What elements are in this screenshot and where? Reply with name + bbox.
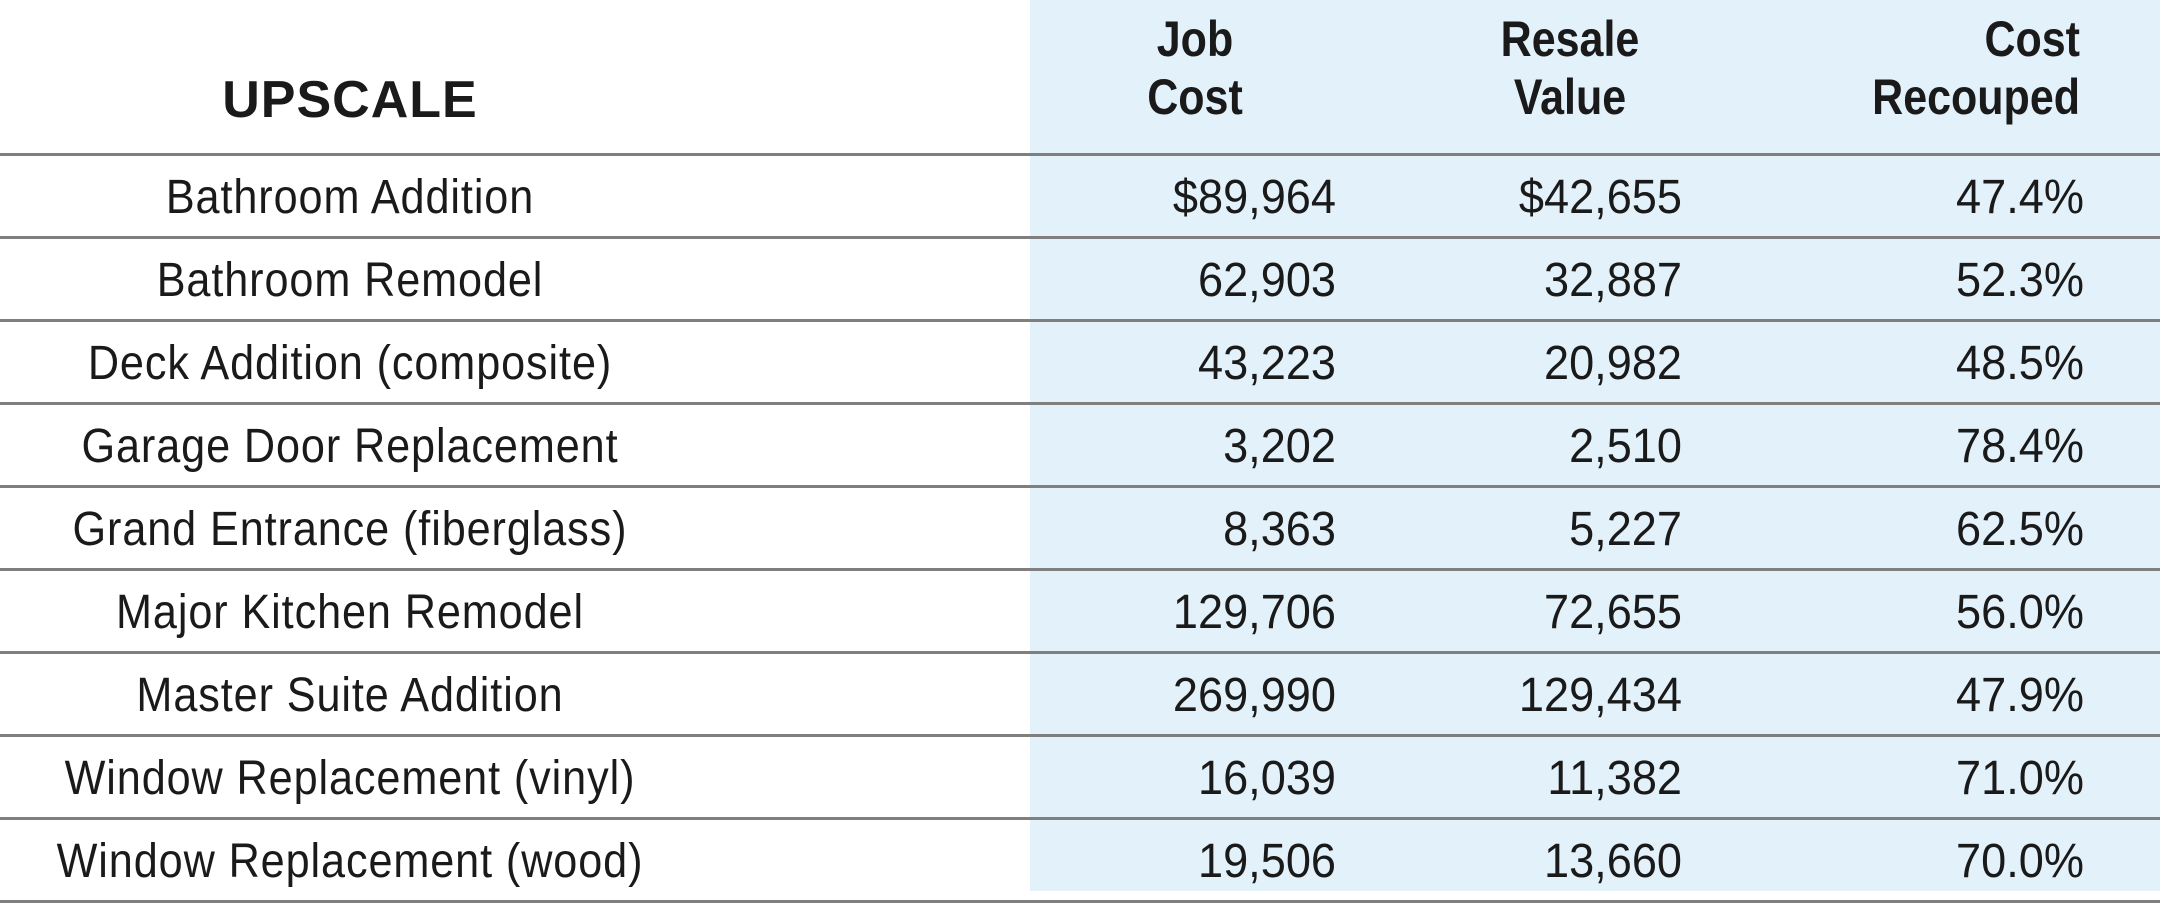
resale-value-cell: 5,227 (1569, 503, 1682, 556)
column-header-line: Cost (1984, 11, 2080, 67)
table-body: Bathroom Addition $89,964 $42,655 47.4% … (0, 153, 2160, 903)
job-cost-cell: 269,990 (1172, 669, 1336, 722)
job-cost-cell: 129,706 (1172, 586, 1336, 639)
table-row: Deck Addition (composite) 43,223 20,982 … (0, 319, 2160, 402)
resale-value-cell: 129,434 (1518, 669, 1682, 722)
cost-recouped-cell: 48.5% (1956, 337, 2084, 390)
cost-recouped-cell: 62.5% (1956, 503, 2084, 556)
job-cost-cell: 3,202 (1223, 420, 1336, 473)
project-name-cell: Grand Entrance (fiberglass) (72, 503, 628, 556)
job-cost-cell: 19,506 (1197, 835, 1336, 888)
job-cost-cell: 16,039 (1197, 752, 1336, 805)
column-header-line: Resale (1500, 11, 1640, 67)
table-row: Window Replacement (wood) 19,506 13,660 … (0, 817, 2160, 903)
cost-recouped-cell: 47.9% (1956, 669, 2084, 722)
cost-recouped-cell: 78.4% (1956, 420, 2084, 473)
project-name-cell: Deck Addition (composite) (87, 337, 613, 390)
resale-value-cell: 2,510 (1569, 420, 1682, 473)
project-name-cell: Window Replacement (vinyl) (64, 752, 636, 805)
table-row: Bathroom Addition $89,964 $42,655 47.4% (0, 153, 2160, 236)
table-header: UPSCALE Job Cost Resale Value Cost Recou… (0, 0, 2160, 155)
project-name-cell: Bathroom Addition (165, 171, 535, 224)
category-heading: UPSCALE (222, 71, 478, 129)
resale-value-cell: 13,660 (1543, 835, 1682, 888)
table-row: Bathroom Remodel 62,903 32,887 52.3% (0, 236, 2160, 319)
resale-value-cell: 20,982 (1543, 337, 1682, 390)
cost-recouped-cell: 71.0% (1956, 752, 2084, 805)
project-name-cell: Garage Door Replacement (81, 420, 619, 473)
job-cost-cell: 43,223 (1197, 337, 1336, 390)
table-row: Window Replacement (vinyl) 16,039 11,382… (0, 734, 2160, 817)
cost-recouped-cell: 56.0% (1956, 586, 2084, 639)
column-header-resale-value: Resale Value (1493, 10, 1648, 126)
resale-value-cell: $42,655 (1518, 171, 1682, 224)
cost-recouped-cell: 70.0% (1956, 835, 2084, 888)
column-header-line: Cost (1147, 69, 1243, 125)
project-name-cell: Master Suite Addition (136, 669, 564, 722)
resale-value-cell: 11,382 (1547, 752, 1682, 805)
project-name-cell: Bathroom Remodel (156, 254, 544, 307)
resale-value-cell: 32,887 (1543, 254, 1682, 307)
job-cost-cell: 62,903 (1197, 254, 1336, 307)
project-name-cell: Major Kitchen Remodel (116, 586, 584, 639)
table-row: Major Kitchen Remodel 129,706 72,655 56.… (0, 568, 2160, 651)
column-header-job-cost: Job Cost (1139, 10, 1251, 126)
job-cost-cell: 8,363 (1223, 503, 1336, 556)
job-cost-cell: $89,964 (1172, 171, 1336, 224)
column-header-line: Recouped (1872, 69, 2080, 125)
cost-recouped-cell: 47.4% (1956, 171, 2084, 224)
table-row: Garage Door Replacement 3,202 2,510 78.4… (0, 402, 2160, 485)
project-name-cell: Window Replacement (wood) (56, 835, 644, 888)
column-header-line: Value (1513, 69, 1627, 125)
column-header-cost-recouped: Cost Recouped (1856, 10, 2080, 126)
cost-recouped-cell: 52.3% (1956, 254, 2084, 307)
column-header-line: Job (1156, 11, 1234, 67)
shaded-value-columns-background (1030, 0, 2160, 891)
resale-value-cell: 72,655 (1543, 586, 1682, 639)
table-row: Master Suite Addition 269,990 129,434 47… (0, 651, 2160, 734)
table-row: Grand Entrance (fiberglass) 8,363 5,227 … (0, 485, 2160, 568)
